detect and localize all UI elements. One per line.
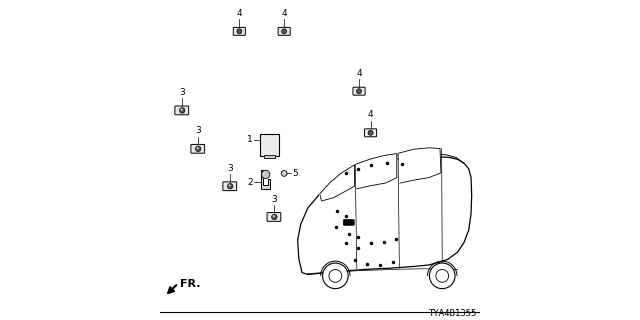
FancyBboxPatch shape xyxy=(264,155,275,158)
Circle shape xyxy=(227,184,233,189)
FancyBboxPatch shape xyxy=(278,28,290,35)
FancyBboxPatch shape xyxy=(191,144,205,153)
Circle shape xyxy=(323,263,348,289)
Text: 3: 3 xyxy=(227,164,232,173)
FancyBboxPatch shape xyxy=(353,87,365,95)
Text: 1: 1 xyxy=(247,135,253,144)
FancyBboxPatch shape xyxy=(234,28,245,35)
Circle shape xyxy=(179,108,185,113)
Text: FR.: FR. xyxy=(180,279,200,289)
Circle shape xyxy=(436,269,449,282)
Circle shape xyxy=(262,170,270,179)
Text: 5: 5 xyxy=(292,169,298,178)
Text: 4: 4 xyxy=(237,9,242,18)
Circle shape xyxy=(282,29,287,34)
FancyBboxPatch shape xyxy=(175,106,189,115)
FancyBboxPatch shape xyxy=(260,134,279,156)
Circle shape xyxy=(329,269,342,282)
Circle shape xyxy=(195,146,201,151)
FancyBboxPatch shape xyxy=(365,129,376,137)
Circle shape xyxy=(356,89,362,94)
Circle shape xyxy=(429,263,455,289)
Text: TYA4B1355: TYA4B1355 xyxy=(428,309,477,318)
Polygon shape xyxy=(261,170,270,189)
Text: 3: 3 xyxy=(179,88,184,97)
Circle shape xyxy=(196,147,198,149)
Text: 3: 3 xyxy=(271,195,276,204)
Circle shape xyxy=(228,185,230,186)
Text: 4: 4 xyxy=(356,69,362,78)
Polygon shape xyxy=(320,165,355,201)
Circle shape xyxy=(271,214,277,220)
Text: 3: 3 xyxy=(195,126,200,135)
FancyBboxPatch shape xyxy=(267,212,281,221)
Circle shape xyxy=(237,29,242,34)
Text: 4: 4 xyxy=(282,9,287,18)
Text: 2: 2 xyxy=(247,178,253,187)
Circle shape xyxy=(368,130,373,135)
Text: 4: 4 xyxy=(368,110,373,119)
Polygon shape xyxy=(399,148,441,183)
Circle shape xyxy=(180,109,182,110)
FancyBboxPatch shape xyxy=(344,220,355,225)
FancyBboxPatch shape xyxy=(223,182,237,191)
Circle shape xyxy=(282,171,287,176)
Circle shape xyxy=(273,215,275,217)
Polygon shape xyxy=(357,154,397,189)
